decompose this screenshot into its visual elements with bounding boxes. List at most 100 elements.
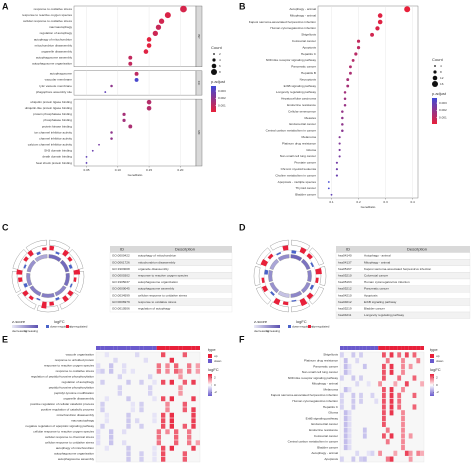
gene-bar bbox=[261, 277, 265, 284]
dot bbox=[338, 136, 341, 139]
gene-bar bbox=[28, 295, 34, 301]
heat-cell bbox=[100, 379, 105, 385]
legend-label: 4 bbox=[219, 58, 221, 62]
table-cell: GO:0010506 bbox=[112, 307, 130, 311]
table-cell: hsa04211 bbox=[338, 313, 352, 317]
heat-cell bbox=[355, 381, 360, 387]
gene-bar bbox=[18, 277, 23, 283]
legend-swatch bbox=[66, 325, 69, 328]
heat-cell bbox=[408, 433, 413, 439]
term-sector bbox=[25, 239, 47, 252]
y-tick-label: Choline metabolism in cancer bbox=[275, 173, 316, 177]
legend-title: type bbox=[430, 347, 438, 352]
heat-cell bbox=[347, 421, 352, 427]
gene-bar bbox=[260, 259, 269, 267]
heat-cell bbox=[401, 421, 405, 427]
type-cell bbox=[412, 346, 417, 350]
row-label: macroautophagy bbox=[71, 419, 94, 423]
zscore-sector bbox=[269, 258, 280, 270]
table-row bbox=[335, 298, 471, 306]
zscore-sector bbox=[34, 254, 48, 262]
heat-cell bbox=[178, 385, 183, 391]
row-label: Central carbon metabolism in cancer bbox=[288, 440, 338, 444]
dot bbox=[143, 49, 149, 54]
legend-label: down bbox=[214, 359, 222, 363]
heat-cell bbox=[382, 415, 386, 422]
heat-cell bbox=[191, 396, 196, 402]
y-tick-label: Kaposi sarcoma-associated herpesvirus in… bbox=[249, 20, 317, 24]
legend-swatch bbox=[308, 325, 311, 328]
heat-cell bbox=[191, 412, 196, 418]
table-cell: hsa05163 bbox=[338, 280, 352, 284]
gene-bar bbox=[282, 245, 289, 251]
heat-cell bbox=[389, 363, 394, 370]
baseline-ring bbox=[263, 249, 317, 303]
table-row bbox=[109, 305, 233, 313]
heat-cell bbox=[126, 445, 131, 451]
legend-title: p.adjust bbox=[211, 79, 226, 84]
y-tick-label: mitochondrion disassembly bbox=[35, 43, 73, 47]
heat-cell bbox=[412, 352, 417, 358]
heat-cell bbox=[169, 379, 174, 385]
y-tick-label: calcium channel inhibitor activity bbox=[28, 143, 73, 147]
heat-cell bbox=[109, 434, 114, 440]
table-cell: hsa04210 bbox=[338, 293, 352, 297]
row-label: positive regulation of catabolic process bbox=[41, 408, 95, 412]
heat-cell bbox=[182, 352, 187, 358]
y-tick-label: Endocrine resistance bbox=[287, 103, 316, 107]
heat-cell bbox=[362, 433, 367, 439]
heat-cell bbox=[117, 385, 122, 391]
zscore-sector bbox=[300, 258, 311, 270]
y-tick-label: Hepatitis C bbox=[301, 52, 317, 56]
table-cell: Autophagy - animal bbox=[364, 254, 391, 258]
heat-cell bbox=[382, 392, 386, 399]
colorbar bbox=[12, 325, 38, 328]
y-tick-label: Thyroid cancer bbox=[296, 186, 316, 190]
gene-bar bbox=[49, 245, 55, 251]
panel-background bbox=[73, 98, 197, 167]
heat-cell bbox=[161, 352, 166, 358]
heat-cell bbox=[139, 407, 144, 413]
y-tick-label: regulation of autophagy bbox=[40, 31, 73, 35]
type-cell bbox=[135, 346, 140, 350]
gene-bar bbox=[73, 269, 81, 275]
colorbar-label: 0.001 bbox=[218, 103, 226, 107]
legend-label: down-regulated bbox=[292, 324, 314, 328]
heat-cell bbox=[96, 434, 101, 440]
heat-cell bbox=[340, 456, 344, 462]
type-cell bbox=[178, 346, 183, 350]
heat-cell bbox=[152, 456, 157, 462]
heat-cell bbox=[126, 412, 131, 418]
legend-dot bbox=[432, 75, 438, 81]
row-label: organelle disassembly bbox=[63, 397, 94, 401]
dot bbox=[104, 91, 107, 93]
gene-bar bbox=[309, 284, 315, 290]
x-tick-label: 0.10 bbox=[115, 168, 121, 172]
y-tick-label: Chronic myeloid leukemia bbox=[281, 167, 317, 171]
dot bbox=[110, 84, 113, 88]
zscore-sector bbox=[307, 269, 312, 283]
heat-cell bbox=[156, 363, 161, 369]
y-tick-label: Apoptosis bbox=[302, 45, 316, 49]
legend-label: increasing bbox=[266, 329, 280, 333]
heat-cell bbox=[191, 418, 196, 424]
zscore-sector bbox=[59, 259, 70, 273]
heat-cell bbox=[401, 363, 405, 370]
heat-cell bbox=[126, 423, 131, 429]
term-sector bbox=[12, 249, 28, 270]
gene-bar bbox=[23, 282, 28, 288]
heat-cell bbox=[174, 368, 179, 374]
heat-cell bbox=[187, 363, 192, 369]
type-cell bbox=[397, 346, 402, 350]
colorbar-label: 2 bbox=[214, 375, 216, 379]
heat-cell bbox=[178, 374, 183, 380]
heat-cell bbox=[104, 396, 109, 402]
table-row bbox=[335, 252, 471, 260]
table-header-cell: ID bbox=[120, 246, 124, 251]
heat-cell bbox=[135, 418, 140, 424]
gene-bar bbox=[36, 297, 41, 301]
facet-strip bbox=[195, 70, 203, 96]
heat-cell bbox=[104, 412, 109, 418]
dot bbox=[158, 18, 165, 24]
